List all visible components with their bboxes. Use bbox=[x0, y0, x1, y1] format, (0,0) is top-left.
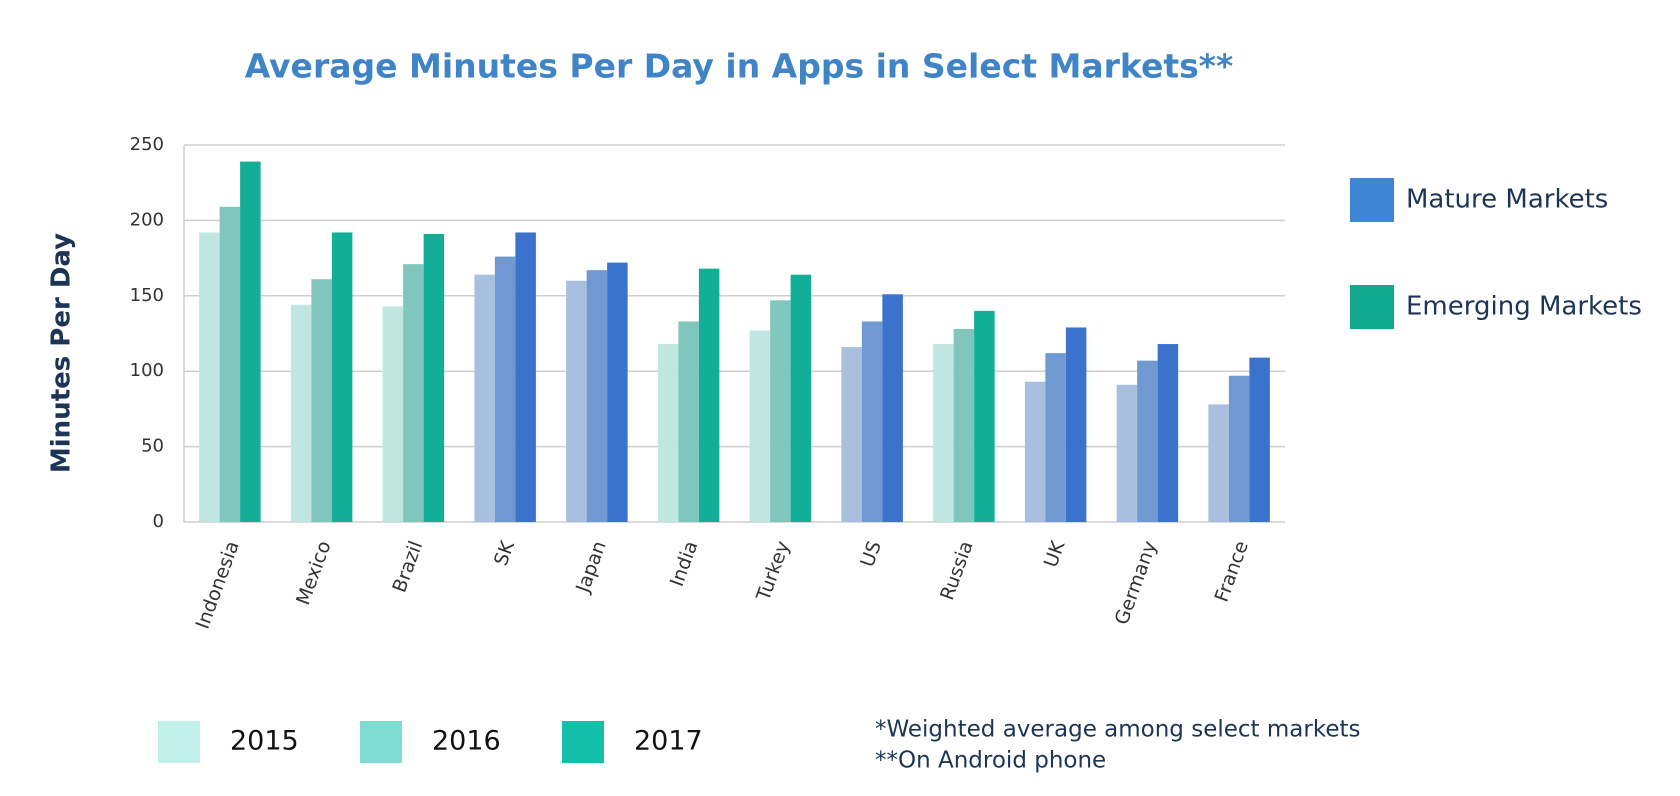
x-tick-label: UK bbox=[1040, 538, 1070, 571]
bar bbox=[1065, 327, 1087, 522]
x-tick-label: Indonesia bbox=[192, 538, 244, 632]
bar bbox=[515, 232, 536, 523]
footnote: *Weighted average among select markets bbox=[875, 717, 1360, 743]
bar bbox=[841, 347, 862, 522]
x-tick-label: Russia bbox=[936, 538, 978, 603]
x-tick-label: India bbox=[666, 538, 703, 589]
x-tick-label: SK bbox=[490, 538, 519, 569]
bar bbox=[219, 206, 241, 522]
y-tick-label: 150 bbox=[130, 285, 164, 306]
bar bbox=[199, 232, 220, 523]
x-tick-label: Germany bbox=[1111, 538, 1162, 628]
legend-swatch bbox=[158, 721, 200, 763]
y-tick-label: 50 bbox=[141, 436, 164, 457]
legend-swatch bbox=[1350, 285, 1394, 329]
bar bbox=[423, 233, 445, 523]
bar bbox=[1208, 404, 1229, 522]
bar bbox=[698, 268, 720, 522]
legend-label: 2017 bbox=[634, 726, 703, 757]
footnote: **On Android phone bbox=[875, 748, 1106, 774]
bar bbox=[1249, 357, 1270, 522]
legend-swatch bbox=[1350, 178, 1394, 222]
legend-swatch bbox=[562, 721, 604, 763]
bar bbox=[331, 232, 353, 523]
bar bbox=[474, 274, 495, 522]
y-tick-label: 250 bbox=[130, 134, 164, 155]
bar bbox=[657, 344, 679, 522]
y-tick-label: 100 bbox=[130, 360, 164, 381]
bar bbox=[494, 256, 516, 522]
legend-label: Emerging Markets bbox=[1406, 292, 1642, 322]
y-tick-label: 200 bbox=[130, 209, 164, 230]
bar bbox=[770, 300, 791, 522]
legend-label: Mature Markets bbox=[1406, 185, 1608, 215]
chart-title: Average Minutes Per Day in Apps in Selec… bbox=[245, 47, 1234, 86]
legend-label: 2015 bbox=[230, 726, 299, 757]
bar bbox=[403, 264, 424, 522]
legend-label: 2016 bbox=[432, 726, 501, 757]
bar bbox=[790, 274, 812, 522]
bar bbox=[953, 328, 975, 522]
bar bbox=[1228, 375, 1250, 522]
x-tick-label: Japan bbox=[572, 538, 611, 596]
legend-swatch bbox=[360, 721, 402, 763]
bar bbox=[607, 262, 628, 522]
x-tick-label: Turkey bbox=[752, 538, 794, 605]
bar bbox=[1116, 384, 1138, 522]
bar bbox=[382, 306, 404, 522]
x-tick-label: Mexico bbox=[292, 538, 335, 608]
bar bbox=[1137, 360, 1158, 522]
bar bbox=[1157, 344, 1179, 522]
bar bbox=[586, 270, 608, 522]
bar bbox=[311, 279, 332, 522]
bar bbox=[882, 294, 903, 522]
bar bbox=[1045, 353, 1066, 522]
bar bbox=[290, 304, 312, 522]
x-tick-label: Brazil bbox=[388, 538, 427, 595]
bar bbox=[1024, 381, 1046, 522]
y-tick-label: 0 bbox=[153, 511, 164, 532]
bar bbox=[240, 161, 261, 522]
bar bbox=[974, 310, 995, 522]
bar bbox=[566, 280, 587, 522]
bar bbox=[933, 344, 954, 522]
y-axis-label: Minutes Per Day bbox=[47, 233, 77, 473]
x-tick-label: US bbox=[856, 538, 886, 570]
bar bbox=[749, 330, 771, 522]
bar bbox=[861, 321, 883, 522]
bar bbox=[678, 321, 699, 522]
x-tick-label: France bbox=[1211, 538, 1253, 605]
